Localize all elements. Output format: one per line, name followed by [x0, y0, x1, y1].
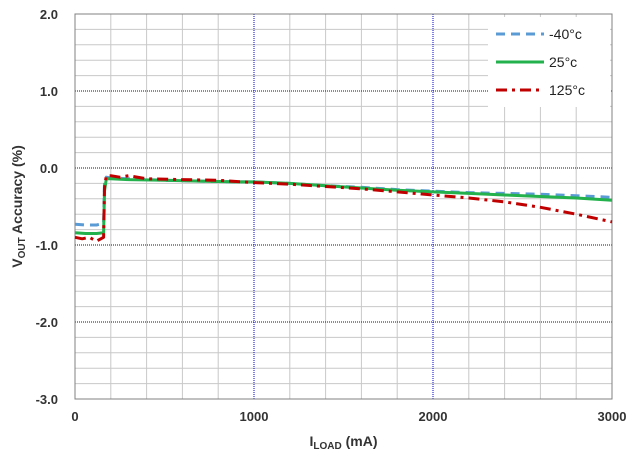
legend-label-1: -40°c: [549, 26, 582, 42]
y-tick-label: 0.0: [40, 161, 58, 176]
y-axis-title: VOUT Accuracy (%): [9, 145, 28, 268]
y-axis-title-main: V: [9, 258, 25, 268]
x-axis-title: ILOAD (mA): [309, 433, 377, 452]
x-tick-label: 1000: [240, 409, 269, 424]
y-tick-label: 1.0: [40, 84, 58, 99]
x-axis-title-rest: (mA): [342, 433, 378, 449]
legend-label-3: 125°c: [549, 82, 585, 98]
legend-label-2: 25°c: [549, 54, 577, 70]
x-tick-label: 3000: [598, 409, 627, 424]
x-tick-label: 2000: [419, 409, 448, 424]
y-axis-title-rest: Accuracy (%): [9, 145, 25, 237]
x-axis-title-sub: LOAD: [313, 441, 341, 452]
y-tick-label: -1.0: [36, 238, 58, 253]
y-tick-label: -2.0: [36, 315, 58, 330]
tick-labels: -3.0 -2.0 -1.0 0.0 1.0 2.0 0 1000 2000 3000: [36, 7, 627, 424]
x-axis-title-main: I: [309, 433, 313, 449]
plot-area-frame: [74, 13, 613, 400]
data-series: [74, 174, 613, 243]
x-tick-label: 0: [71, 409, 78, 424]
y-tick-label: 2.0: [40, 7, 58, 22]
series-line-3: [74, 174, 613, 243]
y-axis-title-sub: OUT: [17, 237, 28, 258]
y-tick-label: -3.0: [36, 392, 58, 407]
legend: -40°c 25°c 125°c: [488, 17, 610, 107]
